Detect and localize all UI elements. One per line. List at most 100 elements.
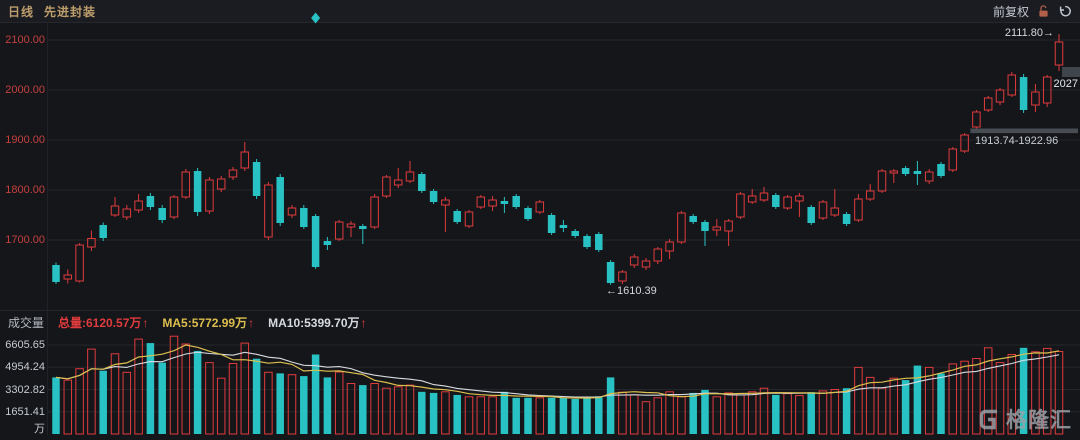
volume-bar[interactable]	[641, 401, 651, 435]
volume-bar[interactable]	[783, 393, 792, 435]
volume-bar[interactable]	[181, 343, 191, 435]
volume-bar[interactable]	[228, 363, 238, 435]
candle[interactable]	[677, 211, 686, 244]
candle[interactable]	[818, 200, 828, 220]
volume-bar[interactable]	[524, 397, 532, 434]
volume-bar[interactable]	[441, 391, 450, 435]
candle[interactable]	[972, 110, 981, 129]
volume-bar[interactable]	[535, 397, 545, 435]
candle[interactable]	[795, 193, 804, 217]
candle[interactable]	[134, 194, 143, 213]
volume-bar[interactable]	[300, 376, 308, 434]
candle[interactable]	[158, 205, 166, 223]
volume-bar[interactable]	[547, 397, 556, 434]
volume-bar[interactable]	[99, 370, 107, 434]
volume-bar[interactable]	[264, 371, 273, 435]
volume-bar[interactable]	[606, 377, 615, 434]
candle[interactable]	[276, 174, 284, 226]
volume-bar[interactable]	[429, 392, 438, 434]
volume-bar[interactable]	[1042, 347, 1052, 435]
volume-bar[interactable]	[1007, 354, 1017, 435]
candle[interactable]	[830, 189, 840, 217]
volume-bar[interactable]	[618, 391, 627, 435]
candle[interactable]	[712, 219, 722, 236]
candle[interactable]	[181, 169, 191, 199]
candle[interactable]	[287, 205, 297, 218]
volume-bar[interactable]	[960, 360, 969, 435]
volume-bar[interactable]	[913, 365, 922, 434]
candle[interactable]	[453, 209, 461, 224]
candle[interactable]	[724, 219, 733, 246]
volume-bar[interactable]	[488, 396, 497, 435]
candle[interactable]	[559, 220, 568, 232]
candle[interactable]	[901, 166, 910, 176]
candle[interactable]	[405, 161, 415, 183]
volume-bar[interactable]	[854, 366, 863, 435]
candle[interactable]	[52, 262, 60, 285]
volume-bar[interactable]	[453, 394, 461, 434]
candle[interactable]	[240, 142, 250, 171]
volume-bar[interactable]	[346, 383, 356, 435]
volume-bar[interactable]	[1054, 351, 1064, 435]
volume-bar[interactable]	[334, 371, 344, 435]
volume-bar[interactable]	[122, 371, 132, 435]
volume-bar[interactable]	[712, 396, 722, 435]
volume-bar[interactable]	[937, 373, 945, 434]
volume-bar[interactable]	[311, 354, 320, 435]
volume-bar[interactable]	[772, 394, 780, 434]
candle[interactable]	[512, 194, 520, 209]
volume-bar[interactable]	[52, 377, 60, 434]
volume-bar[interactable]	[134, 338, 143, 435]
volume-bar[interactable]	[252, 358, 261, 434]
candle[interactable]	[924, 169, 934, 184]
candle[interactable]	[701, 220, 709, 246]
volume-bar[interactable]	[512, 397, 520, 434]
candle[interactable]	[122, 205, 132, 220]
candle[interactable]	[960, 133, 969, 153]
candle[interactable]	[323, 237, 332, 250]
candle[interactable]	[641, 258, 651, 270]
candle[interactable]	[205, 177, 214, 214]
volume-bar[interactable]	[889, 377, 899, 435]
candle[interactable]	[865, 184, 875, 201]
candle[interactable]	[500, 197, 509, 213]
volume-bar[interactable]	[63, 379, 73, 435]
volume-bar[interactable]	[842, 388, 851, 434]
volume-bar[interactable]	[370, 383, 379, 435]
volume-bar[interactable]	[665, 391, 674, 435]
volume-bar[interactable]	[724, 392, 733, 435]
volume-bar[interactable]	[169, 335, 179, 435]
candle[interactable]	[87, 230, 96, 252]
candle[interactable]	[464, 210, 474, 228]
candle[interactable]	[99, 222, 107, 242]
volume-bar[interactable]	[901, 380, 910, 434]
candle[interactable]	[1031, 84, 1040, 112]
candle[interactable]	[571, 229, 579, 238]
volume-bar[interactable]	[75, 368, 84, 435]
candle[interactable]	[382, 175, 391, 198]
volume-bar[interactable]	[500, 391, 509, 434]
candle[interactable]	[913, 161, 922, 185]
candle[interactable]	[169, 195, 179, 219]
period-label[interactable]: 日线	[8, 4, 35, 19]
volume-bar[interactable]	[972, 358, 981, 435]
volume-bar[interactable]	[877, 387, 887, 435]
undo-icon[interactable]	[1058, 5, 1072, 18]
volume-bar[interactable]	[405, 384, 415, 435]
candle[interactable]	[1007, 72, 1017, 97]
candle[interactable]	[441, 197, 450, 232]
volume-bar[interactable]	[559, 397, 568, 434]
candle[interactable]	[736, 192, 745, 219]
candle[interactable]	[146, 193, 155, 210]
adjust-mode-button[interactable]: 前复权	[992, 4, 1029, 19]
candle[interactable]	[476, 195, 486, 209]
volume-bar[interactable]	[677, 396, 686, 435]
volume-bar[interactable]	[629, 394, 639, 435]
volume-bar[interactable]	[276, 373, 284, 434]
candle[interactable]	[311, 214, 320, 269]
candle[interactable]	[618, 270, 627, 284]
candle[interactable]	[854, 194, 863, 222]
candle[interactable]	[252, 159, 261, 199]
volume-bar[interactable]	[418, 391, 426, 434]
candle[interactable]	[216, 176, 226, 192]
